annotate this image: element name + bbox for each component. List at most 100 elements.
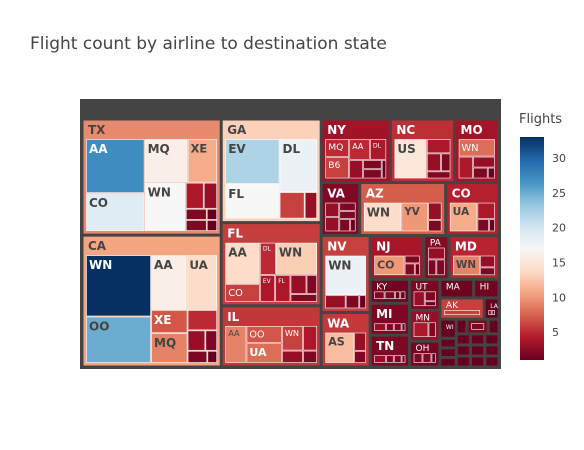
airline-tile[interactable]: [401, 355, 406, 363]
state-tile[interactable]: [456, 334, 471, 345]
airline-tile[interactable]: [350, 219, 356, 232]
state-group[interactable]: [485, 356, 499, 367]
airline-tile[interactable]: [86, 316, 151, 363]
airline-tile[interactable]: [426, 153, 441, 172]
airline-tile[interactable]: [458, 139, 495, 157]
airline-tile[interactable]: [428, 220, 442, 232]
airline-tile[interactable]: [225, 242, 260, 284]
state-group[interactable]: [456, 319, 467, 334]
airline-tile[interactable]: [393, 355, 402, 363]
airline-tile[interactable]: [225, 284, 260, 302]
airline-tile[interactable]: [290, 294, 317, 302]
airline-tile[interactable]: [185, 182, 204, 209]
airline-tile[interactable]: [477, 219, 489, 232]
airline-tile[interactable]: [187, 139, 218, 183]
airline-tile[interactable]: [325, 139, 350, 157]
state-group[interactable]: [485, 334, 499, 345]
airline-tile[interactable]: [304, 192, 317, 219]
airline-tile[interactable]: [339, 202, 356, 211]
airline-tile[interactable]: [279, 139, 317, 192]
state-group[interactable]: NV WN: [321, 235, 370, 312]
state-tile[interactable]: [440, 279, 474, 298]
airline-tile[interactable]: [187, 330, 206, 351]
state-tile[interactable]: [485, 334, 499, 345]
airline-tile[interactable]: [282, 325, 303, 351]
state-group[interactable]: [488, 319, 499, 334]
airline-tile[interactable]: [428, 259, 437, 276]
airline-tile[interactable]: [206, 208, 218, 220]
airline-tile[interactable]: [187, 350, 208, 363]
state-group[interactable]: MD WN: [449, 235, 499, 279]
airline-tile[interactable]: [449, 202, 478, 232]
airline-tile[interactable]: [359, 295, 366, 309]
airline-tile[interactable]: [151, 333, 188, 363]
state-group[interactable]: [471, 356, 485, 367]
airline-tile[interactable]: [422, 353, 432, 363]
airline-tile[interactable]: [144, 182, 186, 231]
airline-tile[interactable]: [400, 291, 406, 300]
state-group[interactable]: [471, 345, 485, 356]
state-tile[interactable]: [471, 345, 485, 356]
airline-tile[interactable]: [473, 167, 488, 179]
airline-tile[interactable]: [187, 310, 218, 331]
airline-tile[interactable]: [205, 330, 218, 351]
airline-tile[interactable]: [436, 259, 445, 276]
airline-tile[interactable]: [424, 301, 436, 307]
state-group[interactable]: MI: [370, 303, 409, 335]
state-tile[interactable]: [471, 334, 485, 345]
airline-tile[interactable]: [393, 323, 402, 331]
airline-tile[interactable]: [339, 211, 356, 219]
state-group[interactable]: WA AS: [321, 312, 370, 367]
airline-tile[interactable]: [394, 139, 427, 179]
state-group[interactable]: GA EV FL DL: [221, 119, 321, 223]
state-group[interactable]: NC US: [390, 119, 455, 183]
state-tile[interactable]: [488, 319, 499, 334]
airline-tile[interactable]: [386, 355, 394, 363]
state-group[interactable]: KY: [370, 279, 409, 303]
airline-tile[interactable]: [151, 310, 188, 333]
airline-tile[interactable]: [386, 323, 394, 331]
airline-tile[interactable]: [426, 171, 451, 179]
state-group[interactable]: [456, 345, 471, 356]
airline-tile[interactable]: [374, 291, 385, 300]
airline-tile[interactable]: [491, 310, 495, 315]
airline-tile[interactable]: [471, 323, 485, 330]
airline-tile[interactable]: [381, 160, 387, 179]
airline-tile[interactable]: [185, 208, 207, 220]
airline-tile[interactable]: [363, 160, 382, 170]
airline-tile[interactable]: [473, 156, 495, 168]
airline-tile[interactable]: [290, 275, 307, 294]
airline-tile[interactable]: [363, 169, 382, 179]
airline-tile[interactable]: [363, 202, 402, 232]
state-group[interactable]: AZ WN YV: [360, 183, 446, 235]
state-tile[interactable]: [456, 319, 467, 334]
state-group[interactable]: MO WN: [455, 119, 499, 183]
state-group[interactable]: HI: [474, 279, 499, 298]
airline-tile[interactable]: [276, 242, 317, 275]
airline-tile[interactable]: [488, 310, 492, 315]
state-tile[interactable]: [474, 279, 499, 298]
airline-tile[interactable]: [480, 255, 495, 268]
state-group[interactable]: [471, 334, 485, 345]
airline-tile[interactable]: [225, 325, 247, 363]
state-group[interactable]: MA: [440, 279, 474, 298]
state-tile[interactable]: [484, 298, 499, 319]
airline-tile[interactable]: [374, 255, 405, 276]
airline-tile[interactable]: [186, 255, 218, 310]
airline-tile[interactable]: [444, 310, 481, 315]
airline-tile[interactable]: [413, 322, 429, 338]
airline-tile[interactable]: [487, 167, 495, 179]
airline-tile[interactable]: [458, 156, 473, 179]
airline-tile[interactable]: [413, 353, 423, 363]
airline-tile[interactable]: [86, 139, 145, 193]
airline-tile[interactable]: [431, 353, 436, 363]
state-group[interactable]: LA: [484, 298, 499, 319]
airline-tile[interactable]: [354, 350, 366, 363]
airline-tile[interactable]: [370, 139, 387, 160]
state-group[interactable]: VA: [321, 183, 360, 235]
airline-tile[interactable]: [401, 323, 406, 331]
airline-tile[interactable]: [260, 242, 276, 275]
airline-tile[interactable]: [206, 220, 218, 231]
state-group[interactable]: AK: [440, 298, 484, 319]
state-tile[interactable]: [485, 345, 499, 356]
